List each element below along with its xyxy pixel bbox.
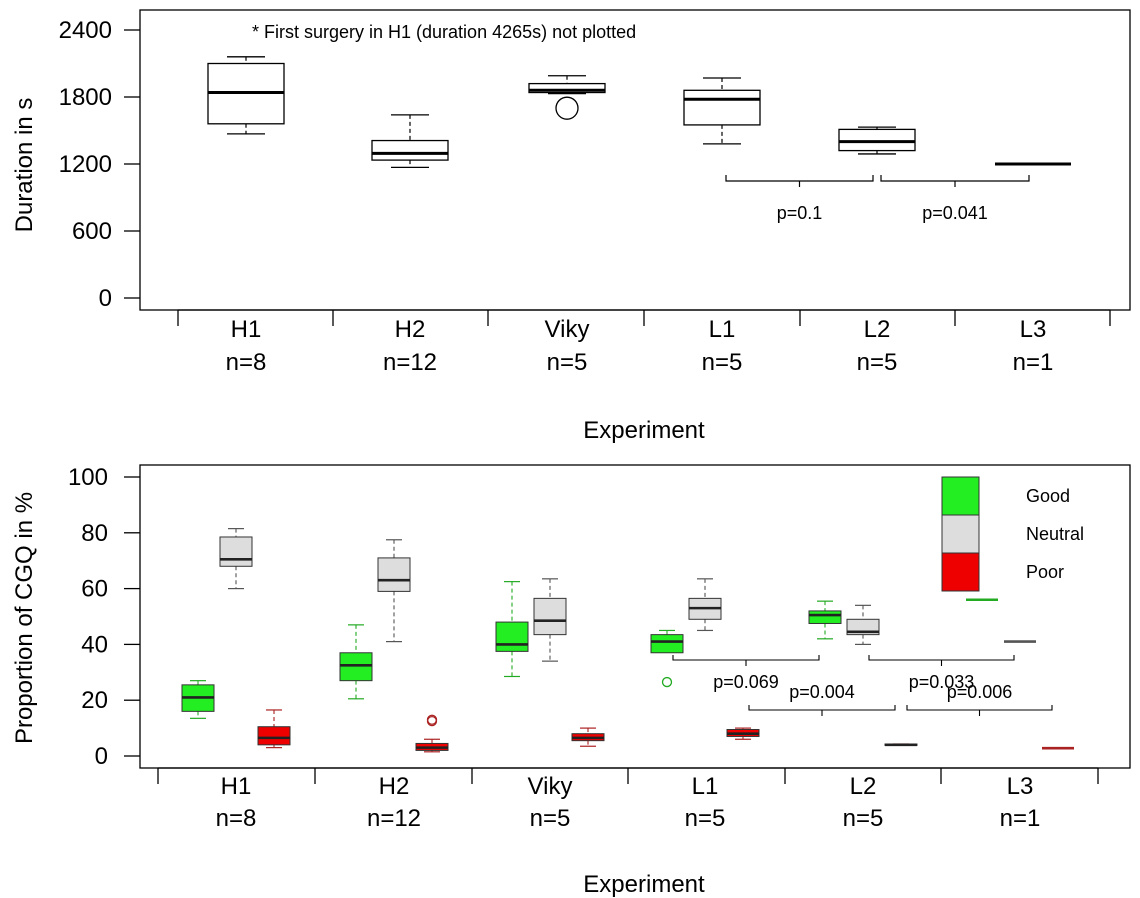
cgq-y-tick-label: 100 bbox=[68, 464, 108, 491]
cgq-bracket-1 bbox=[868, 655, 1015, 666]
duration-x-axis: H1 n=8 H2 n=12 Viky n=5 L1 n=5 L2 n=5 L3 n=1 bbox=[177, 309, 1111, 376]
legend-swatch-neutral bbox=[941, 514, 980, 554]
cgq-x-tick-label-l1: L1 bbox=[692, 773, 719, 800]
cgq-x-n-label-l1: n=5 bbox=[685, 805, 726, 832]
cgq-p-value-1: p=0.033 bbox=[909, 672, 975, 692]
duration-p-value-0: p=0.1 bbox=[777, 203, 823, 223]
duration-y-tick-label: 1800 bbox=[59, 84, 112, 111]
duration-x-n-label-h1: n=8 bbox=[226, 349, 267, 376]
cgq-y-tick-label: 0 bbox=[95, 743, 108, 770]
duration-x-tick-label-l2: L2 bbox=[864, 316, 891, 343]
legend-label-good: Good bbox=[1026, 486, 1070, 506]
duration-box-l1 bbox=[683, 89, 761, 126]
cgq-chart: Proportion of CGQ in % Experiment 0 20 40 6… bbox=[11, 464, 1131, 898]
cgq-good-box-l1 bbox=[650, 634, 684, 654]
duration-x-n-label-h2: n=12 bbox=[383, 349, 437, 376]
cgq-good-box-viky bbox=[495, 621, 529, 652]
duration-bracket-1 bbox=[880, 175, 1030, 187]
duration-x-n-label-l3: n=1 bbox=[1013, 349, 1054, 376]
cgq-good-box-h2 bbox=[339, 652, 373, 682]
cgq-p-value-3: p=0.006 bbox=[947, 682, 1013, 702]
duration-x-tick-label-h2: H2 bbox=[395, 316, 426, 343]
cgq-p-value-2: p=0.004 bbox=[789, 682, 855, 702]
cgq-poor-box-h1 bbox=[257, 726, 291, 746]
cgq-x-tick-label-l2: L2 bbox=[850, 773, 877, 800]
cgq-legend: Good Neutral Poor bbox=[941, 476, 1084, 592]
duration-p-value-1: p=0.041 bbox=[922, 203, 988, 223]
cgq-neutral-box-viky bbox=[533, 597, 567, 636]
cgq-p-value-0: p=0.069 bbox=[713, 672, 779, 692]
cgq-neutral-box-h1 bbox=[219, 536, 253, 567]
cgq-good-box-l2 bbox=[808, 610, 842, 624]
cgq-x-tick-label-h1: H1 bbox=[221, 773, 252, 800]
duration-y-axis: 0 600 1200 1800 2400 bbox=[59, 17, 140, 312]
duration-outlier-viky bbox=[555, 96, 579, 120]
cgq-x-n-label-h2: n=12 bbox=[367, 805, 421, 832]
duration-x-n-label-viky: n=5 bbox=[547, 349, 588, 376]
duration-x-n-label-l1: n=5 bbox=[702, 349, 743, 376]
duration-box-h2 bbox=[371, 139, 449, 161]
legend-label-poor: Poor bbox=[1026, 562, 1064, 582]
cgq-good-outlier-l1 bbox=[661, 676, 673, 688]
duration-x-tick-label-l3: L3 bbox=[1020, 316, 1047, 343]
cgq-neutral-box-h2 bbox=[377, 557, 411, 592]
cgq-bracket-3 bbox=[906, 705, 1053, 716]
duration-y-tick-label: 2400 bbox=[59, 17, 112, 44]
duration-bracket-0 bbox=[725, 175, 874, 187]
cgq-y-tick-label: 40 bbox=[81, 631, 108, 658]
cgq-boxes bbox=[181, 528, 1074, 753]
duration-boxes bbox=[207, 56, 1071, 169]
duration-x-n-label-l2: n=5 bbox=[857, 349, 898, 376]
cgq-y-tick-label: 60 bbox=[81, 576, 108, 603]
duration-y-tick-label: 600 bbox=[72, 218, 112, 245]
cgq-x-n-label-l3: n=1 bbox=[1000, 805, 1041, 832]
duration-x-axis-title: Experiment bbox=[583, 417, 705, 444]
cgq-bracket-2 bbox=[748, 705, 896, 716]
duration-x-tick-label-h1: H1 bbox=[231, 316, 262, 343]
cgq-y-axis: 0 20 40 60 80 100 bbox=[68, 464, 140, 770]
duration-box-viky bbox=[528, 82, 606, 94]
cgq-y-tick-label: 80 bbox=[81, 520, 108, 547]
cgq-x-n-label-l2: n=5 bbox=[843, 805, 884, 832]
cgq-poor-outlier-h2 bbox=[426, 714, 438, 725]
duration-annotation: * First surgery in H1 (duration 4265s) n… bbox=[252, 22, 636, 42]
duration-y-tick-label: 1200 bbox=[59, 151, 112, 178]
legend-swatch-poor bbox=[941, 552, 980, 592]
cgq-x-tick-label-l3: L3 bbox=[1007, 773, 1034, 800]
cgq-x-tick-label-viky: Viky bbox=[528, 773, 573, 800]
duration-significance-brackets: p=0.1 p=0.041 bbox=[725, 175, 1030, 223]
cgq-x-axis-title: Experiment bbox=[583, 871, 705, 898]
cgq-x-axis: H1 n=8 H2 n=12 Viky n=5 L1 n=5 L2 n=5 L3 n=1 bbox=[157, 767, 1099, 832]
cgq-x-tick-label-h2: H2 bbox=[379, 773, 410, 800]
duration-plot-frame bbox=[139, 9, 1131, 311]
cgq-x-n-label-h1: n=8 bbox=[216, 805, 257, 832]
cgq-x-n-label-viky: n=5 bbox=[530, 805, 571, 832]
duration-y-axis-title: Duration in s bbox=[11, 98, 38, 233]
cgq-y-tick-label: 20 bbox=[81, 687, 108, 714]
legend-label-neutral: Neutral bbox=[1026, 524, 1084, 544]
duration-x-tick-label-viky: Viky bbox=[545, 316, 590, 343]
cgq-y-axis-title: Proportion of CGQ in % bbox=[11, 492, 38, 744]
cgq-bracket-0 bbox=[672, 655, 820, 666]
duration-chart: * First surgery in H1 (duration 4265s) n… bbox=[11, 9, 1131, 444]
duration-x-tick-label-l1: L1 bbox=[709, 316, 736, 343]
duration-y-tick-label: 0 bbox=[99, 285, 112, 312]
duration-box-l2 bbox=[838, 128, 916, 152]
cgq-significance-brackets: p=0.069 p=0.033 p=0.004 p=0.006 bbox=[672, 655, 1053, 716]
cgq-plot-frame bbox=[139, 464, 1131, 769]
legend-swatch-good bbox=[941, 476, 980, 516]
